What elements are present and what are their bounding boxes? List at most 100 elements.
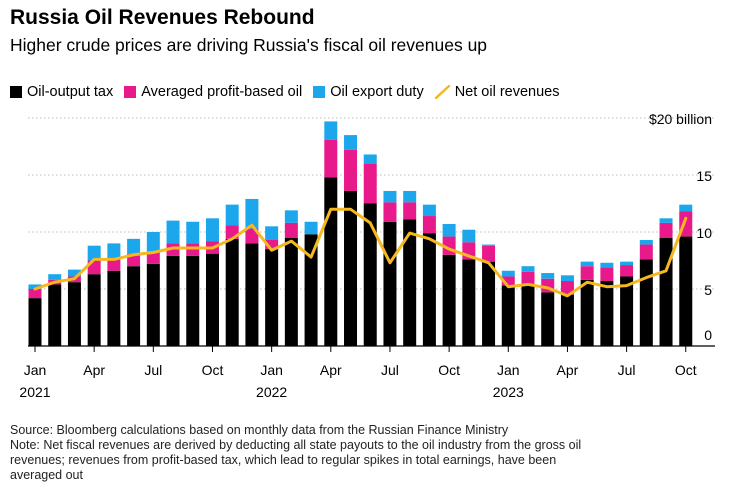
bar-profit-based-oil-2022-07 — [383, 202, 397, 222]
bar-oil-export-duty-2023-08 — [639, 239, 653, 245]
bar-oil-output-tax-2022-03 — [304, 234, 318, 346]
bar-oil-output-tax-2022-09 — [422, 233, 436, 346]
bar-oil-export-duty-2022-06 — [363, 154, 377, 164]
bar-oil-export-duty-2023-04 — [560, 275, 574, 282]
x-tick-label-jan-24: Jan — [497, 362, 520, 378]
bar-oil-output-tax-2022-07 — [383, 221, 397, 346]
bar-oil-export-duty-2021-02 — [48, 274, 62, 280]
y-tick-label-20: $20 billion — [649, 111, 712, 127]
bar-profit-based-oil-2022-01 — [265, 239, 279, 250]
legend-label-oil-export-duty: Oil export duty — [330, 84, 424, 100]
bar-oil-output-tax-2023-09 — [659, 237, 673, 346]
y-tick-label-10: 10 — [696, 225, 712, 241]
bar-oil-export-duty-2022-07 — [383, 190, 397, 203]
bar-profit-based-oil-2023-01 — [501, 276, 515, 286]
bar-oil-export-duty-2022-03 — [304, 221, 318, 235]
bar-profit-based-oil-2022-09 — [422, 216, 436, 234]
bar-oil-output-tax-2021-10 — [205, 253, 219, 346]
x-year-label-2023: 2023 — [493, 384, 524, 400]
legend-item-net-oil-revenues: Net oil revenues — [434, 84, 559, 100]
y-tick-label-5: 5 — [704, 282, 712, 298]
bar-profit-based-oil-2022-05 — [344, 149, 358, 191]
bar-profit-based-oil-2023-02 — [521, 271, 535, 286]
bar-oil-output-tax-2022-04 — [324, 177, 338, 346]
bar-oil-output-tax-2021-05 — [107, 270, 121, 346]
line-net-oil-revenues — [33, 207, 688, 298]
bar-oil-output-tax-2021-08 — [166, 255, 180, 346]
bar-oil-export-duty-2023-03 — [541, 273, 555, 279]
bar-profit-based-oil-2023-09 — [659, 222, 673, 238]
bar-oil-export-duty-2023-10 — [679, 204, 693, 212]
bar-oil-output-tax-2023-02 — [521, 285, 535, 346]
note-line-1: Note: Net fiscal revenues are derived by… — [10, 438, 582, 452]
bar-oil-export-duty-2021-06 — [127, 238, 141, 254]
bar-oil-output-tax-2023-07 — [620, 276, 634, 346]
bar-oil-output-tax-2023-06 — [600, 281, 614, 346]
legend-item-profit-based-oil: Averaged profit-based oil — [124, 84, 302, 100]
bar-oil-output-tax-2023-08 — [639, 259, 653, 346]
bar-oil-export-duty-2023-05 — [580, 261, 594, 267]
chart-title: Russia Oil Revenues Rebound — [10, 6, 315, 29]
bar-oil-export-duty-2021-12 — [245, 198, 259, 229]
bar-oil-export-duty-2022-11 — [462, 229, 476, 243]
x-year-label-2022: 2022 — [256, 384, 287, 400]
bar-profit-based-oil-2021-09 — [186, 243, 200, 256]
bar-oil-output-tax-2021-02 — [48, 284, 62, 346]
bar-oil-export-duty-2022-01 — [265, 226, 279, 240]
bar-oil-export-duty-2023-06 — [600, 262, 614, 268]
bar-oil-output-tax-2021-03 — [67, 282, 81, 346]
bar-oil-output-tax-2021-07 — [146, 263, 160, 346]
legend-item-oil-export-duty: Oil export duty — [313, 84, 424, 100]
x-tick-label-apr-15: Apr — [320, 362, 342, 378]
bar-oil-export-duty-2021-11 — [225, 204, 239, 226]
bar-oil-export-duty-2021-09 — [186, 221, 200, 244]
bar-oil-export-duty-2022-08 — [403, 190, 417, 203]
bar-oil-export-duty-2023-07 — [620, 261, 634, 266]
note-line-2: revenues; revenues from profit-based tax… — [10, 453, 557, 467]
bar-oil-export-duty-2022-05 — [344, 135, 358, 150]
bar-oil-export-duty-2021-10 — [205, 218, 219, 242]
legend-label-profit-based-oil: Averaged profit-based oil — [141, 84, 303, 100]
bar-oil-output-tax-2021-01 — [28, 298, 42, 346]
legend-line-icon — [434, 85, 450, 99]
bar-oil-export-duty-2021-07 — [146, 232, 160, 252]
bar-profit-based-oil-2021-01 — [28, 289, 42, 299]
bar-oil-export-duty-2022-10 — [442, 224, 456, 237]
bar-profit-based-oil-2021-12 — [245, 228, 259, 244]
bar-oil-export-duty-2023-09 — [659, 218, 673, 223]
x-tick-label-oct-33: Oct — [675, 362, 697, 378]
bar-oil-output-tax-2021-09 — [186, 255, 200, 346]
bar-oil-export-duty-2021-04 — [87, 245, 101, 261]
x-tick-label-apr-27: Apr — [557, 362, 579, 378]
bar-oil-export-duty-2021-08 — [166, 220, 180, 244]
bar-oil-output-tax-2023-10 — [679, 236, 693, 346]
legend-label-oil-output-tax: Oil-output tax — [27, 84, 114, 100]
x-tick-label-apr-3: Apr — [83, 362, 105, 378]
bar-oil-export-duty-2023-01 — [501, 270, 515, 277]
bar-oil-output-tax-2022-02 — [284, 237, 298, 346]
x-tick-label-jul-30: Jul — [618, 362, 636, 378]
bar-profit-based-oil-2023-04 — [560, 281, 574, 295]
bar-oil-output-tax-2022-10 — [442, 254, 456, 346]
bar-oil-export-duty-2022-04 — [324, 121, 338, 140]
chart-footer: Source: Bloomberg calculations based on … — [10, 423, 735, 483]
legend-item-oil-output-tax: Oil-output tax — [10, 84, 113, 100]
bar-oil-output-tax-2022-01 — [265, 249, 279, 346]
bar-oil-output-tax-2022-12 — [482, 261, 496, 346]
bar-profit-based-oil-2021-07 — [146, 251, 160, 264]
bar-oil-export-duty-2021-05 — [107, 243, 121, 259]
bar-oil-output-tax-2022-08 — [403, 219, 417, 346]
y-tick-label-15: 15 — [696, 168, 712, 184]
bar-oil-output-tax-2021-06 — [127, 266, 141, 346]
x-tick-label-jul-6: Jul — [144, 362, 162, 378]
bar-profit-based-oil-2023-05 — [580, 266, 594, 280]
bar-profit-based-oil-2023-07 — [620, 265, 634, 277]
bar-profit-based-oil-2023-06 — [600, 267, 614, 282]
bar-profit-based-oil-2022-06 — [363, 163, 377, 204]
x-tick-label-jan-12: Jan — [260, 362, 283, 378]
bar-oil-output-tax-2022-11 — [462, 259, 476, 346]
note-line-3: averaged out — [10, 468, 83, 482]
bar-oil-output-tax-2023-05 — [580, 279, 594, 346]
bar-profit-based-oil-2022-08 — [403, 202, 417, 220]
bar-oil-export-duty-2021-01 — [28, 284, 42, 289]
